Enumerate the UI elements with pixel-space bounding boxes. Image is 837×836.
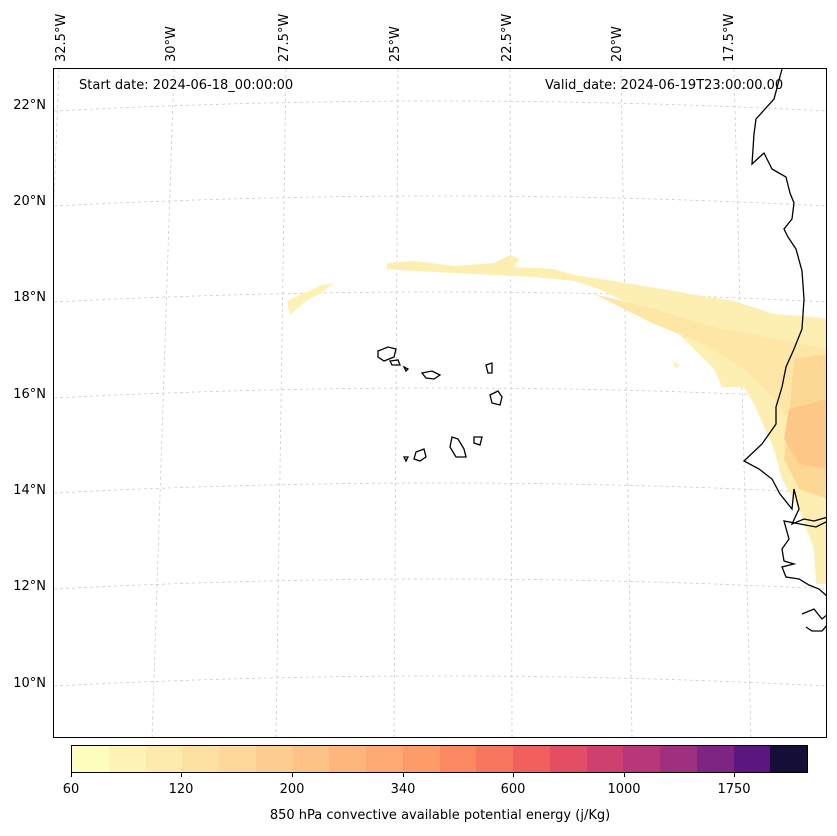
cb-tickmark (403, 772, 404, 777)
graticule (54, 69, 826, 737)
cape-band-inner (594, 294, 826, 487)
island-santa-luzia (402, 365, 410, 373)
cape-field (287, 255, 826, 584)
colorbar-swatch-4 (219, 746, 256, 772)
lat-label-14n: 14°N (13, 483, 46, 498)
colorbar-swatch-17 (696, 746, 734, 772)
colorbar-swatch-10 (439, 746, 477, 772)
map-panel (53, 68, 827, 738)
lat-label-12n: 12°N (13, 579, 46, 594)
cb-tick-120: 120 (168, 782, 194, 797)
colorbar-swatch-9 (402, 746, 440, 772)
colorbar-label: 850 hPa convective available potential e… (269, 808, 611, 823)
cb-tick-1000: 1000 (607, 782, 641, 797)
coastline-africa (742, 69, 826, 526)
cb-tickmark (513, 772, 514, 777)
colorbar-swatch-13 (549, 746, 587, 772)
island-maio (473, 436, 483, 446)
cape-verde-islands (377, 346, 503, 463)
colorbar-swatch-6 (292, 746, 330, 772)
colorbar-swatch-2 (145, 746, 183, 772)
lon-label-17-5w: 17.5°W (722, 13, 737, 62)
colorbar-swatch-5 (255, 746, 293, 772)
lon-label-30w: 30°W (164, 26, 179, 62)
island-sal (485, 362, 493, 374)
lat-label-18n: 18°N (13, 290, 46, 305)
cb-tickmark (624, 772, 625, 777)
colorbar-swatch-16 (660, 746, 697, 772)
lon-label-25w: 25°W (388, 26, 403, 62)
colorbar-swatch-0 (72, 746, 109, 772)
cape-patch-west (287, 283, 334, 315)
colorbar-swatch-18 (733, 746, 771, 772)
cape-patch-small (672, 361, 680, 369)
cb-tick-340: 340 (390, 782, 416, 797)
colorbar (71, 745, 808, 773)
cb-tickmark (734, 772, 735, 777)
island-boa-vista (489, 390, 503, 406)
island-brava (402, 456, 410, 463)
lat-label-10n: 10°N (13, 676, 46, 691)
colorbar-swatch-12 (513, 746, 550, 772)
lon-label-22-5w: 22.5°W (500, 13, 515, 62)
coastline-africa-south (781, 520, 826, 632)
lon-label-20w: 20°W (610, 26, 625, 62)
cb-tick-60: 60 (62, 782, 80, 797)
cb-tickmark (71, 772, 72, 777)
colorbar-swatch-1 (108, 746, 146, 772)
valid-date-label: Valid_date: 2024-06-19T23:00:00.00 (545, 78, 784, 93)
cb-tick-1750: 1750 (717, 782, 751, 797)
cape-band-main (387, 255, 826, 584)
colorbar-swatch-14 (586, 746, 624, 772)
cb-tick-200: 200 (279, 782, 305, 797)
island-santo-antao (377, 346, 397, 362)
lat-label-22n: 22°N (13, 98, 46, 113)
lon-label-27-5w: 27.5°W (277, 13, 292, 62)
start-date-label: Start date: 2024-06-18_00:00:00 (79, 78, 294, 93)
map-canvas (54, 69, 826, 737)
cb-tickmark (181, 772, 182, 777)
colorbar-swatch-15 (623, 746, 660, 772)
cb-tickmark (292, 772, 293, 777)
colorbar-swatch-7 (329, 746, 366, 772)
island-fogo (413, 448, 427, 462)
lat-label-20n: 20°N (13, 194, 46, 209)
island-sao-nicolau (420, 370, 442, 380)
island-santiago (449, 436, 467, 458)
colorbar-swatch-8 (366, 746, 403, 772)
lat-label-16n: 16°N (13, 387, 46, 402)
island-sao-vicente (389, 359, 401, 366)
colorbar-swatch-11 (476, 746, 513, 772)
colorbar-swatch-3 (182, 746, 219, 772)
lon-label-32-5w: 32.5°W (54, 13, 69, 62)
cb-tick-600: 600 (500, 782, 526, 797)
cape-hotspot (784, 399, 826, 469)
colorbar-swatch-19 (770, 746, 807, 772)
